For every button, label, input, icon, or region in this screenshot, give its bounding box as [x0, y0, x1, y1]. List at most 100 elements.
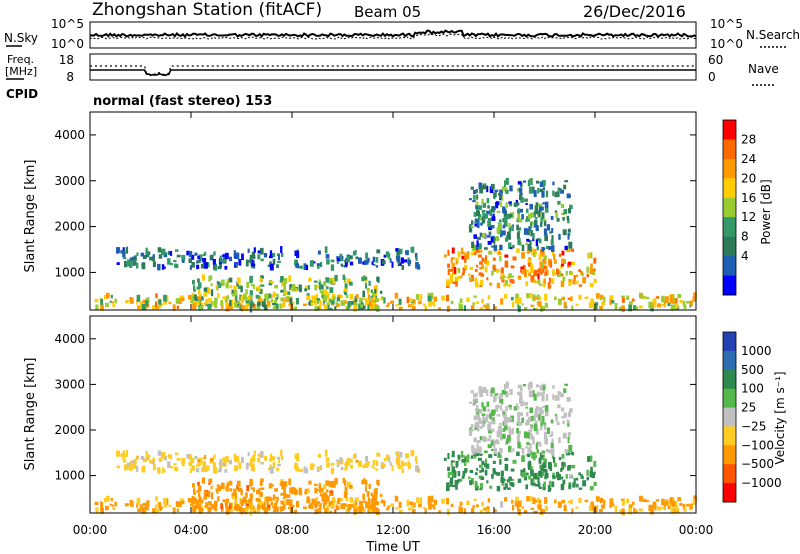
velocity-cell	[537, 476, 540, 483]
velocity-cell	[520, 386, 523, 391]
power-ytick-label: 2000	[54, 220, 85, 234]
power-cell	[386, 305, 389, 308]
velocity-cell	[524, 402, 528, 406]
velocity-cell	[373, 497, 376, 504]
velocity-cell	[494, 393, 499, 396]
velocity-cell	[479, 420, 484, 424]
power-cell	[197, 296, 202, 300]
velocity-cell	[372, 460, 376, 466]
velocity-cell	[470, 429, 474, 432]
power-cell	[506, 213, 511, 219]
power-colorbar-segment	[723, 197, 736, 218]
velocity-cell	[523, 468, 526, 474]
power-cell	[527, 228, 530, 236]
velocity-cell	[544, 405, 549, 412]
power-cell	[474, 269, 478, 272]
power-cell	[336, 261, 340, 264]
velocity-cell	[214, 466, 218, 474]
velocity-cell	[614, 506, 618, 513]
velocity-cell	[590, 501, 594, 506]
velocity-cell	[255, 497, 260, 502]
power-cell	[334, 306, 337, 311]
velocity-cell	[405, 453, 409, 459]
power-cell	[484, 247, 488, 250]
power-cell	[553, 253, 556, 260]
velocity-cell	[399, 452, 403, 458]
power-cell	[567, 228, 571, 233]
velocity-cell	[263, 507, 268, 513]
power-cell	[295, 263, 299, 269]
power-cell	[375, 265, 379, 268]
velocity-cell	[539, 452, 544, 458]
power-cell	[458, 303, 461, 310]
velocity-cell	[512, 459, 517, 464]
velocity-cell	[530, 425, 533, 432]
power-cell	[482, 183, 487, 189]
power-cell	[324, 305, 328, 311]
velocity-cell	[479, 483, 484, 489]
power-cell	[145, 253, 149, 257]
velocity-cell	[479, 488, 483, 491]
power-cell	[255, 294, 260, 299]
power-cell	[571, 261, 576, 265]
power-cell	[528, 226, 532, 231]
velocity-cell	[554, 462, 557, 468]
power-cell	[614, 303, 618, 310]
velocity-cell	[472, 403, 476, 406]
velocity-cell	[396, 459, 401, 466]
velocity-cell	[195, 500, 200, 505]
power-cell	[137, 305, 141, 309]
power-cell	[270, 281, 273, 286]
velocity-cell	[482, 387, 487, 392]
velocity-cell	[152, 464, 156, 471]
power-cell	[249, 290, 253, 297]
power-cell	[332, 277, 336, 284]
power-cell	[250, 259, 254, 267]
power-cell	[197, 278, 200, 283]
power-cell	[531, 248, 535, 256]
velocity-cell	[452, 484, 457, 488]
power-colorbar-segment	[723, 139, 736, 160]
velocity-cell	[500, 476, 504, 481]
time-tick-label: 20:00	[578, 523, 613, 537]
velocity-cell	[491, 473, 494, 479]
velocity-cell	[224, 502, 228, 505]
velocity-cell	[398, 501, 402, 508]
velocity-cell	[530, 507, 535, 510]
velocity-cell	[529, 443, 532, 449]
power-cell	[478, 254, 482, 258]
velocity-cell	[274, 496, 277, 499]
power-cell	[253, 247, 256, 253]
velocity-cell	[155, 504, 158, 511]
velocity-cell	[281, 483, 284, 490]
power-cell	[272, 303, 276, 306]
velocity-cell	[228, 480, 233, 486]
velocity-cell	[535, 442, 539, 450]
velocity-cell	[449, 480, 453, 487]
velocity-cell	[542, 450, 546, 454]
velocity-cell	[207, 507, 212, 513]
velocity-cell	[487, 444, 492, 449]
power-cell	[383, 254, 387, 258]
velocity-cell	[476, 443, 479, 450]
velocity-cell	[455, 484, 458, 490]
power-cell	[111, 301, 114, 304]
power-cell	[501, 195, 504, 201]
power-cell	[346, 278, 351, 284]
power-cell	[211, 300, 214, 304]
velocity-cell	[542, 422, 546, 425]
velocity-cell	[480, 388, 484, 393]
power-cell	[217, 266, 222, 270]
velocity-cell	[178, 501, 182, 508]
power-cell	[376, 249, 381, 254]
power-cell	[304, 288, 308, 292]
power-cell	[526, 238, 530, 242]
velocity-cell	[529, 382, 532, 388]
velocity-cell	[363, 500, 367, 503]
velocity-cell	[487, 423, 492, 431]
power-cell	[549, 260, 553, 268]
power-cell	[478, 182, 482, 190]
velocity-cell	[515, 403, 519, 409]
power-cell	[415, 262, 419, 269]
velocity-cell	[367, 461, 370, 466]
